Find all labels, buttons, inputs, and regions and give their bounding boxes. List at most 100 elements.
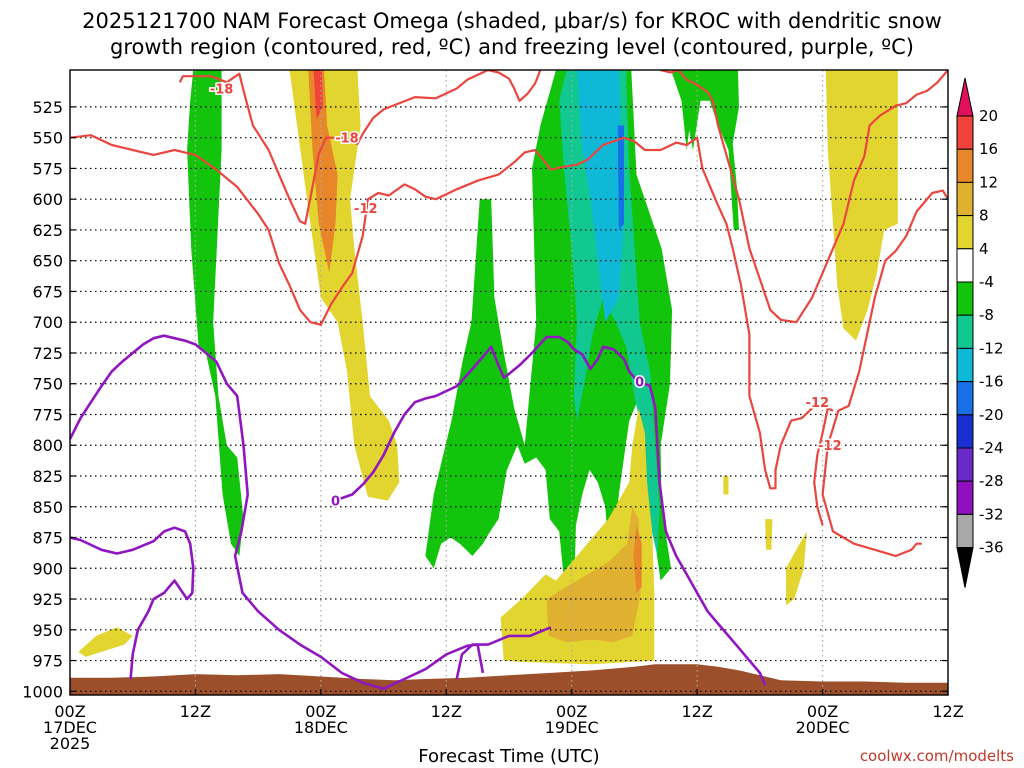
omega-region-orange-low-19dec	[546, 506, 641, 643]
colorbar-label-13: -36	[979, 539, 1004, 557]
y-tick-label-600: 600	[32, 190, 63, 209]
x-tick-label-0-1: 17DEC	[43, 718, 97, 737]
y-tick-label-950: 950	[32, 621, 63, 640]
colorbar-bottom-arrow	[956, 547, 974, 588]
omega-region-orange-core-19dec	[633, 525, 642, 593]
x-tick-label-12-0: 12Z	[180, 702, 211, 721]
y-tick-label-625: 625	[32, 221, 63, 240]
omega-region-blue-19dec	[617, 125, 624, 230]
freezing-contour-0-2	[330, 335, 767, 686]
contour-label-1: -18	[335, 132, 359, 147]
x-tick-label-48-1: 19DEC	[545, 718, 599, 737]
colorbar-box-1	[956, 148, 974, 183]
colorbar-label-9: -20	[979, 406, 1004, 424]
x-tick-label-0-0: 00Z	[54, 702, 85, 721]
omega-region-yellow-left-17dec	[78, 627, 133, 657]
colorbar-box-12	[956, 513, 974, 549]
omega-region-orange-00z18	[308, 70, 338, 273]
y-tick-label-925: 925	[32, 590, 63, 609]
colorbar-label-1: 16	[979, 140, 998, 158]
freezing-contour-0-1	[70, 526, 195, 680]
contour-label-2: -12	[354, 202, 378, 217]
terrain-layer	[70, 664, 948, 695]
contour-label-4: 0	[331, 495, 340, 510]
omega-region-yellow-east-1	[765, 519, 773, 550]
temp-contour--12-3	[821, 189, 948, 558]
colorbar-box-8	[956, 381, 974, 416]
y-tick-label-1000: 1000	[22, 682, 63, 701]
x-tick-label-48-0: 00Z	[556, 702, 587, 721]
y-tick-label-775: 775	[32, 405, 63, 424]
plot-frame	[69, 69, 949, 696]
y-tick-label-725: 725	[32, 344, 63, 363]
omega-region-yellow-east-3	[723, 476, 729, 495]
colorbar-label-11: -28	[979, 472, 1004, 490]
y-tick-label-650: 650	[32, 252, 63, 271]
freezing-contour-layer	[70, 334, 767, 691]
x-tick-label-0-2: 2025	[50, 734, 91, 753]
colorbar-label-8: -16	[979, 373, 1004, 391]
colorbar-box-0	[956, 115, 974, 150]
y-tick-label-975: 975	[32, 652, 63, 671]
x-tick-label-24-0: 00Z	[305, 702, 336, 721]
colorbar-label-7: -12	[979, 339, 1004, 357]
x-tick-label-24-1: 18DEC	[294, 718, 348, 737]
colorbar-box-6	[956, 314, 974, 349]
omega-region-green-12z17	[187, 70, 244, 556]
chart-title-line-1: 2025121700 NAM Forecast Omega (shaded, μ…	[82, 9, 942, 33]
colorbar-box-4	[956, 248, 974, 283]
y-tick-label-800: 800	[32, 436, 63, 455]
credit-text: coolwx.com/modelts	[860, 747, 1014, 765]
omega-region-teal-19dec	[559, 70, 660, 556]
x-tick-label-84-0: 12Z	[932, 702, 963, 721]
colorbar-label-12: -32	[979, 505, 1004, 523]
y-tick-label-575: 575	[32, 159, 63, 178]
y-axis: 525 550 575 600 625 650 675 700 725 750 775 800 825 8…	[22, 98, 948, 701]
y-tick-label-825: 825	[32, 467, 63, 486]
colorbar-box-9	[956, 414, 974, 449]
y-tick-label-900: 900	[32, 559, 63, 578]
colorbar-label-10: -24	[979, 439, 1004, 457]
colorbar-label-6: -8	[979, 306, 994, 324]
y-tick-label-550: 550	[32, 129, 63, 148]
temp-contour--18-1	[178, 70, 542, 225]
omega-region-yellow-20dec	[825, 70, 898, 341]
contour-label-3: 0	[635, 375, 644, 390]
freezing-contour-0-0	[70, 334, 485, 691]
y-tick-label-875: 875	[32, 529, 63, 548]
contour-label-layer: -18 -18 -12 0 0 -12 -12	[208, 81, 843, 511]
colorbar: 20 16 12 8 4 -4 -8 -12 -16 -20 -24 -28 -32 -36	[956, 77, 1004, 588]
chart-title-line-2: growth region (contoured, red, ºC) and f…	[110, 35, 914, 59]
colorbar-box-11	[956, 480, 974, 515]
colorbar-box-7	[956, 347, 974, 383]
x-axis-label: Forecast Time (UTC)	[418, 746, 599, 767]
x-tick-label-60-0: 12Z	[681, 702, 712, 721]
temp-contour--12-4	[813, 407, 834, 526]
contour-label-0: -18	[210, 82, 234, 97]
omega-region-green-12z-right	[676, 70, 703, 150]
x-tick-label-36-0: 12Z	[431, 702, 462, 721]
contour-label-5: -12	[806, 396, 830, 411]
colorbar-label-2: 12	[979, 173, 998, 191]
y-tick-label-750: 750	[32, 375, 63, 394]
y-tick-label-525: 525	[32, 98, 63, 117]
temp-contour--12-0	[70, 134, 813, 490]
colorbar-box-10	[956, 447, 974, 482]
y-tick-label-850: 850	[32, 498, 63, 517]
omega-shading-layer	[78, 70, 898, 665]
y-tick-label-700: 700	[32, 313, 63, 332]
colorbar-label-3: 8	[979, 207, 989, 225]
temperature-contour-layer	[70, 70, 948, 558]
colorbar-box-5	[956, 281, 974, 316]
colorbar-label-0: 20	[979, 107, 998, 125]
colorbar-box-2	[956, 181, 974, 217]
x-tick-label-72-0: 00Z	[807, 702, 838, 721]
freezing-contour-0-3	[455, 626, 552, 680]
omega-region-cyan-19dec	[576, 70, 624, 323]
y-tick-label-675: 675	[32, 282, 63, 301]
x-tick-label-72-1: 20DEC	[796, 718, 850, 737]
colorbar-label-4: 4	[979, 240, 989, 258]
contour-label-6: -12	[818, 439, 842, 454]
